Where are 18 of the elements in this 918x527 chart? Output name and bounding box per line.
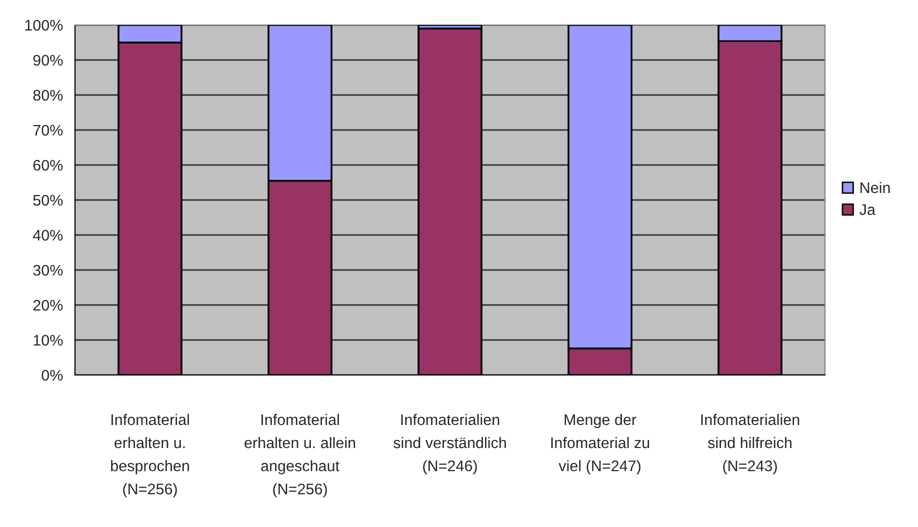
x-tick-label: Infomaterialien sind hilfreich (N=243) [701, 414, 800, 474]
y-tick-label: 70% [33, 124, 63, 136]
y-tick-label: 30% [33, 264, 63, 276]
y-tick-label: 20% [33, 300, 63, 311]
y-tick-label: 100% [25, 20, 63, 31]
legend-label: Nein [860, 182, 890, 194]
x-tick-label: Menge der Infomaterial zu viel (N=247) [551, 414, 650, 474]
x-tick-label: Infomaterialien sind verständlich (N=246) [394, 414, 506, 474]
y-tick-label: 0% [42, 370, 63, 381]
y-tick-label: 50% [33, 194, 63, 206]
y-tick-label: 10% [34, 334, 63, 346]
legend-label: Ja [860, 204, 876, 216]
y-tick-label: 40% [32, 230, 63, 241]
y-tick-label: 60% [33, 160, 63, 171]
y-tick-label: 80% [33, 90, 63, 101]
x-tick-label: Infomaterial erhalten u. besprochen (N=256) [111, 414, 189, 498]
x-tick-label: Infomaterial erhalten u. allein angeschaut (N=256) [244, 414, 356, 498]
y-tick-label: 90% [33, 54, 63, 66]
